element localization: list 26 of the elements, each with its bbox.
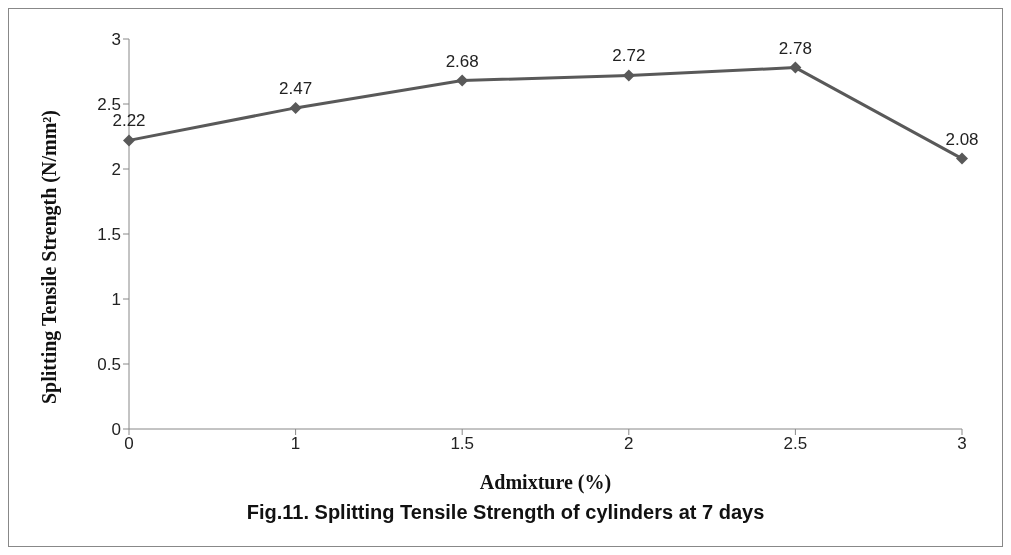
- x-tick-label: 2: [624, 434, 634, 454]
- x-tick-label: 3: [957, 434, 967, 454]
- y-axis-title: Splitting Tensile Strength (N/mm²): [38, 110, 62, 404]
- data-label: 2.78: [778, 38, 812, 58]
- y-tick-label: 1: [111, 290, 121, 310]
- x-tick-label: 2.5: [783, 434, 808, 454]
- y-tick-label: 2: [111, 160, 121, 180]
- data-label: 2.68: [445, 51, 479, 71]
- y-tick-label: 0: [111, 420, 121, 440]
- y-tick-label: 3: [111, 30, 121, 50]
- y-tick-label: 0.5: [97, 355, 121, 375]
- x-tick-label: 1: [290, 434, 301, 454]
- point: [289, 101, 302, 114]
- data-label: 2.72: [612, 46, 646, 66]
- y-tick-label: 1.5: [97, 225, 121, 245]
- data-label: 2.08: [945, 129, 979, 149]
- text: Fig.11. Splitting Tensile Strength of cylinders at 7 days: [245, 501, 766, 524]
- point: [456, 74, 469, 87]
- data-label: 2.47: [279, 78, 313, 98]
- x-tick-label: 1.5: [450, 434, 475, 454]
- point: [956, 152, 968, 165]
- x-axis-title: Admixture (%): [479, 471, 612, 494]
- point: [622, 69, 635, 82]
- point: [789, 61, 802, 74]
- x-tick-label: 0: [124, 434, 134, 454]
- point: [123, 134, 135, 147]
